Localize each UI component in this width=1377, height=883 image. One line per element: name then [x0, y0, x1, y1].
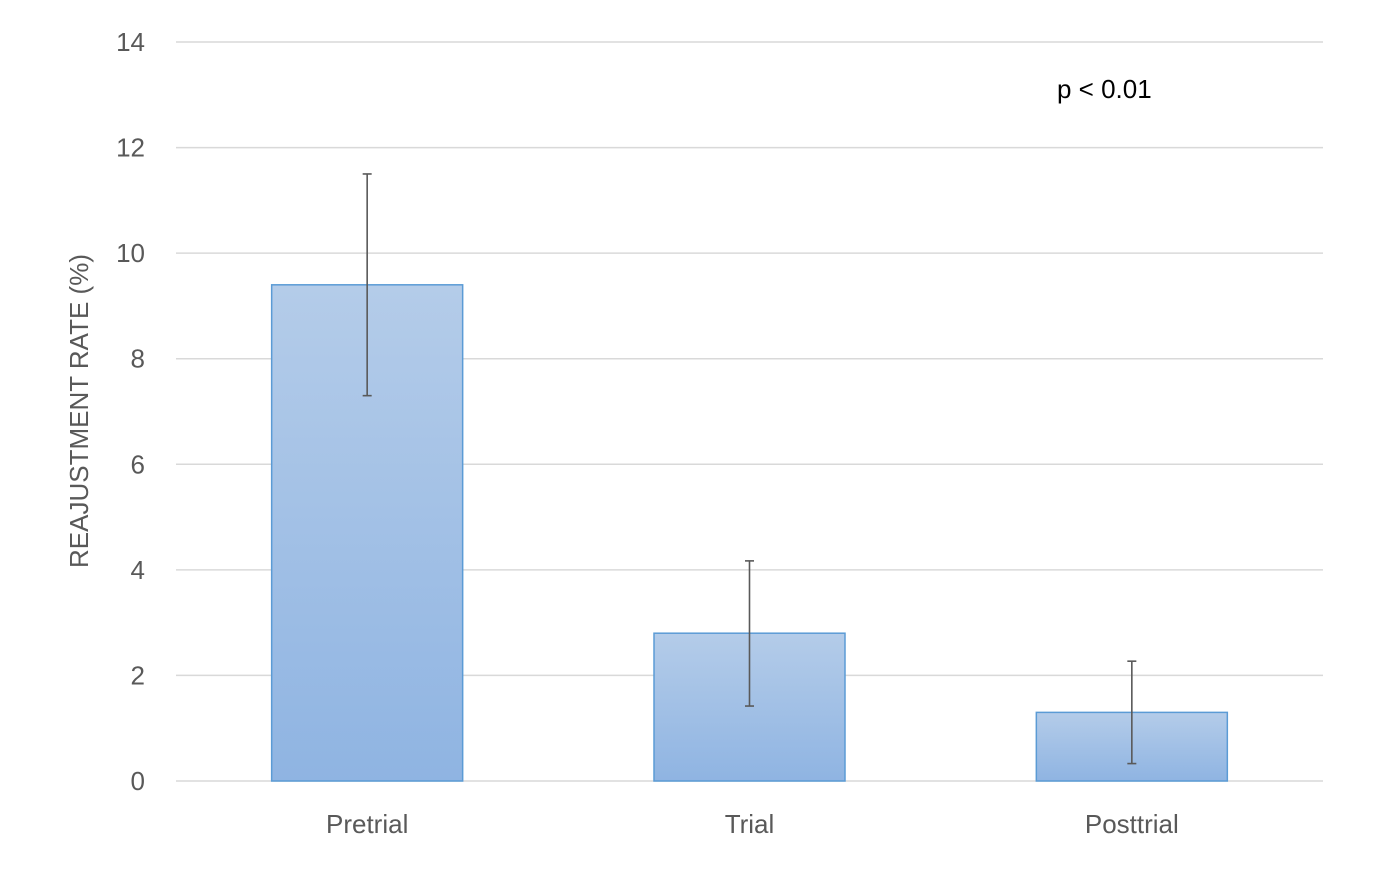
x-tick-label: Posttrial: [1085, 809, 1179, 839]
y-tick-label: 14: [116, 27, 145, 57]
y-tick-label: 6: [131, 449, 145, 479]
error-bars: [362, 173, 1137, 765]
y-tick-label: 12: [116, 133, 145, 163]
x-tick-label: Pretrial: [326, 809, 408, 839]
y-tick-label: 4: [131, 555, 145, 585]
y-tick-label: 10: [116, 238, 145, 268]
error-bar-pretrial: [362, 173, 372, 397]
y-tick-label: 8: [131, 344, 145, 374]
y-tick-labels: 0 2 4 6 8 10 12 14: [116, 27, 145, 796]
significance-annotation: p < 0.01: [1057, 74, 1152, 104]
y-tick-label: 2: [131, 660, 145, 690]
error-bar-trial: [745, 560, 754, 707]
y-axis-title: REAJUSTMENT RATE (%): [64, 254, 94, 568]
x-tick-label: Trial: [725, 809, 775, 839]
y-tick-label: 0: [131, 766, 145, 796]
error-bar-posttrial: [1127, 660, 1137, 765]
x-tick-labels: Pretrial Trial Posttrial: [326, 809, 1179, 839]
